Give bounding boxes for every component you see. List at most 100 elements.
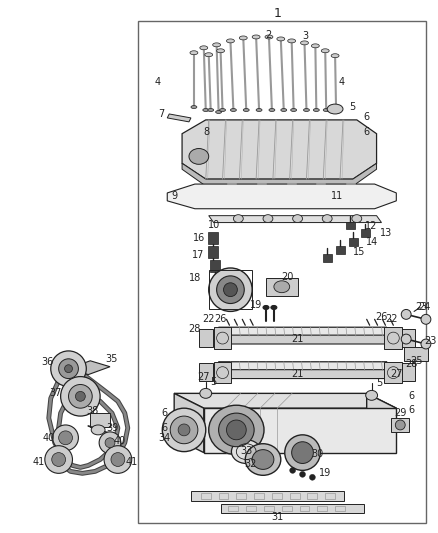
Ellipse shape <box>215 110 222 114</box>
Ellipse shape <box>309 474 315 480</box>
Ellipse shape <box>111 453 125 466</box>
Bar <box>264 506 274 511</box>
Text: 20: 20 <box>282 272 294 282</box>
Text: 18: 18 <box>189 273 201 283</box>
Bar <box>401 363 415 381</box>
Ellipse shape <box>59 359 78 378</box>
Text: 13: 13 <box>380 229 392 238</box>
Bar <box>385 362 402 384</box>
Polygon shape <box>386 327 394 344</box>
Ellipse shape <box>170 416 198 443</box>
Ellipse shape <box>239 36 247 40</box>
Text: 40: 40 <box>114 436 126 446</box>
Polygon shape <box>219 327 394 336</box>
Text: 28: 28 <box>405 359 417 369</box>
Ellipse shape <box>75 391 85 401</box>
Ellipse shape <box>59 431 72 445</box>
Bar <box>266 278 297 296</box>
Polygon shape <box>219 362 226 378</box>
Polygon shape <box>204 408 396 453</box>
Text: 21: 21 <box>291 369 304 378</box>
Ellipse shape <box>200 46 208 50</box>
Ellipse shape <box>292 442 313 464</box>
Text: 14: 14 <box>365 237 378 247</box>
Bar <box>246 506 256 511</box>
Ellipse shape <box>213 43 221 47</box>
Ellipse shape <box>291 109 297 111</box>
Ellipse shape <box>53 425 78 450</box>
Bar <box>272 493 282 499</box>
Ellipse shape <box>285 435 320 471</box>
Ellipse shape <box>209 268 252 311</box>
Bar <box>401 329 415 347</box>
Polygon shape <box>346 222 355 230</box>
Ellipse shape <box>91 425 105 435</box>
Ellipse shape <box>243 109 249 111</box>
Text: 41: 41 <box>33 457 45 467</box>
Ellipse shape <box>226 39 234 43</box>
Text: 27: 27 <box>390 369 403 378</box>
Bar <box>392 418 409 432</box>
Polygon shape <box>349 238 358 246</box>
Ellipse shape <box>281 109 287 111</box>
Polygon shape <box>219 327 226 344</box>
Ellipse shape <box>421 339 431 349</box>
Ellipse shape <box>274 281 290 293</box>
Text: 40: 40 <box>42 433 55 443</box>
Text: 6: 6 <box>161 408 167 418</box>
Ellipse shape <box>290 467 296 473</box>
Text: 22: 22 <box>385 314 398 324</box>
Text: 6: 6 <box>161 423 167 433</box>
Ellipse shape <box>245 443 281 475</box>
Text: 16: 16 <box>193 233 205 244</box>
Ellipse shape <box>288 39 296 43</box>
Bar <box>191 491 344 501</box>
Ellipse shape <box>60 377 100 416</box>
Ellipse shape <box>311 44 319 48</box>
Text: 34: 34 <box>158 433 170 443</box>
Polygon shape <box>208 232 218 244</box>
Ellipse shape <box>277 37 285 41</box>
Text: 41: 41 <box>126 457 138 467</box>
Polygon shape <box>219 362 394 370</box>
Bar <box>214 327 231 349</box>
Ellipse shape <box>51 351 86 386</box>
Polygon shape <box>208 246 218 258</box>
Ellipse shape <box>304 109 309 111</box>
Text: 26: 26 <box>375 312 388 322</box>
Text: 6: 6 <box>408 405 414 415</box>
Ellipse shape <box>263 305 269 310</box>
Ellipse shape <box>45 446 72 473</box>
Text: 6: 6 <box>364 127 370 137</box>
Ellipse shape <box>421 314 431 324</box>
Ellipse shape <box>256 109 262 111</box>
Bar <box>138 21 426 523</box>
Ellipse shape <box>263 215 273 223</box>
Text: 12: 12 <box>365 221 378 231</box>
Text: 4: 4 <box>339 77 345 87</box>
Text: 30: 30 <box>311 449 323 458</box>
Text: 38: 38 <box>86 406 99 416</box>
Bar <box>254 493 264 499</box>
Ellipse shape <box>217 49 225 53</box>
Polygon shape <box>174 393 396 408</box>
Bar <box>317 506 327 511</box>
Ellipse shape <box>209 405 264 455</box>
Ellipse shape <box>64 365 72 373</box>
Bar <box>237 493 246 499</box>
Ellipse shape <box>322 215 332 223</box>
Text: 26: 26 <box>214 314 227 324</box>
Ellipse shape <box>223 283 237 296</box>
Polygon shape <box>174 393 204 453</box>
Text: 17: 17 <box>192 250 204 260</box>
Ellipse shape <box>105 438 115 448</box>
Ellipse shape <box>189 149 209 164</box>
Ellipse shape <box>333 109 339 111</box>
Ellipse shape <box>271 305 277 310</box>
Bar <box>404 347 428 361</box>
Text: 7: 7 <box>158 109 164 119</box>
Ellipse shape <box>327 104 343 114</box>
Bar <box>229 506 238 511</box>
Bar <box>219 493 229 499</box>
Text: 8: 8 <box>204 127 210 137</box>
